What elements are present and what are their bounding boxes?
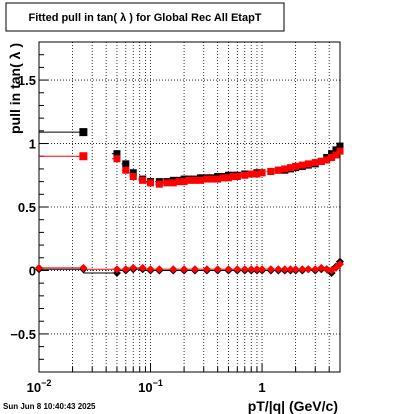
data-point (274, 166, 282, 174)
data-point (180, 178, 188, 186)
x-axis-label: pT/|q| (GeV/c) (248, 398, 338, 414)
data-point (233, 173, 241, 181)
data-point (253, 170, 261, 178)
data-point (139, 176, 147, 184)
data-point (292, 162, 300, 170)
data-point (229, 173, 237, 181)
data-point (163, 179, 171, 187)
timestamp: Sun Jun 8 10:40:43 2025 (3, 402, 96, 411)
data-point (267, 167, 275, 175)
band-point (79, 263, 88, 272)
data-point (169, 179, 177, 187)
x-tick-label: 1 (258, 380, 265, 395)
grid-lines (39, 42, 340, 372)
data-point (287, 164, 295, 172)
data-point (214, 175, 222, 183)
data-point (317, 157, 325, 165)
data-point (224, 174, 232, 182)
band-point (121, 265, 130, 274)
x-tick-label: 10−1 (138, 378, 163, 395)
band-point (311, 265, 320, 274)
x-tick-label: 10−2 (27, 378, 52, 395)
data-point (185, 176, 193, 184)
data-point (304, 160, 312, 168)
data-point (209, 175, 217, 183)
data-point (328, 150, 336, 158)
axes: 10−2 10−1 1 −0.5 0 0.5 1 1.5 (10, 41, 341, 395)
data-point (332, 151, 340, 159)
data-point (323, 156, 331, 164)
data-point (175, 178, 183, 186)
data-point (241, 171, 249, 179)
band-point (317, 263, 326, 272)
data-point (129, 173, 137, 181)
data-point (336, 147, 344, 155)
data-points (35, 128, 344, 277)
y-axis-label: pull in tan( λ ) (7, 43, 23, 134)
y-tick-label: 0 (29, 263, 36, 278)
data-point (113, 155, 121, 163)
data-point (79, 128, 88, 137)
band-point (138, 263, 147, 272)
y-tick-label: 1 (29, 137, 36, 152)
data-point (79, 152, 88, 161)
data-point (332, 146, 340, 154)
data-point (122, 160, 130, 168)
data-point (129, 169, 137, 177)
data-point (113, 150, 121, 158)
title-box: Fitted pull in tan( λ ) for Global Rec A… (5, 2, 285, 32)
data-point (336, 142, 344, 150)
data-point (281, 165, 289, 173)
data-point (328, 154, 336, 161)
chart-title: Fitted pull in tan( λ ) for Global Rec A… (28, 12, 261, 24)
data-point (258, 169, 266, 177)
data-point (247, 170, 255, 178)
data-point (191, 176, 199, 184)
data-point (155, 180, 163, 188)
data-point (311, 159, 319, 167)
data-point (122, 166, 130, 174)
data-point (298, 161, 306, 169)
data-point (147, 179, 155, 187)
y-tick-label: 1.5 (18, 73, 36, 88)
band-point (336, 260, 344, 269)
y-tick-label: −0.5 (10, 327, 36, 342)
y-tick-label: 0.5 (18, 200, 36, 215)
data-point (196, 176, 204, 184)
data-point (219, 174, 227, 182)
data-point (203, 175, 211, 183)
